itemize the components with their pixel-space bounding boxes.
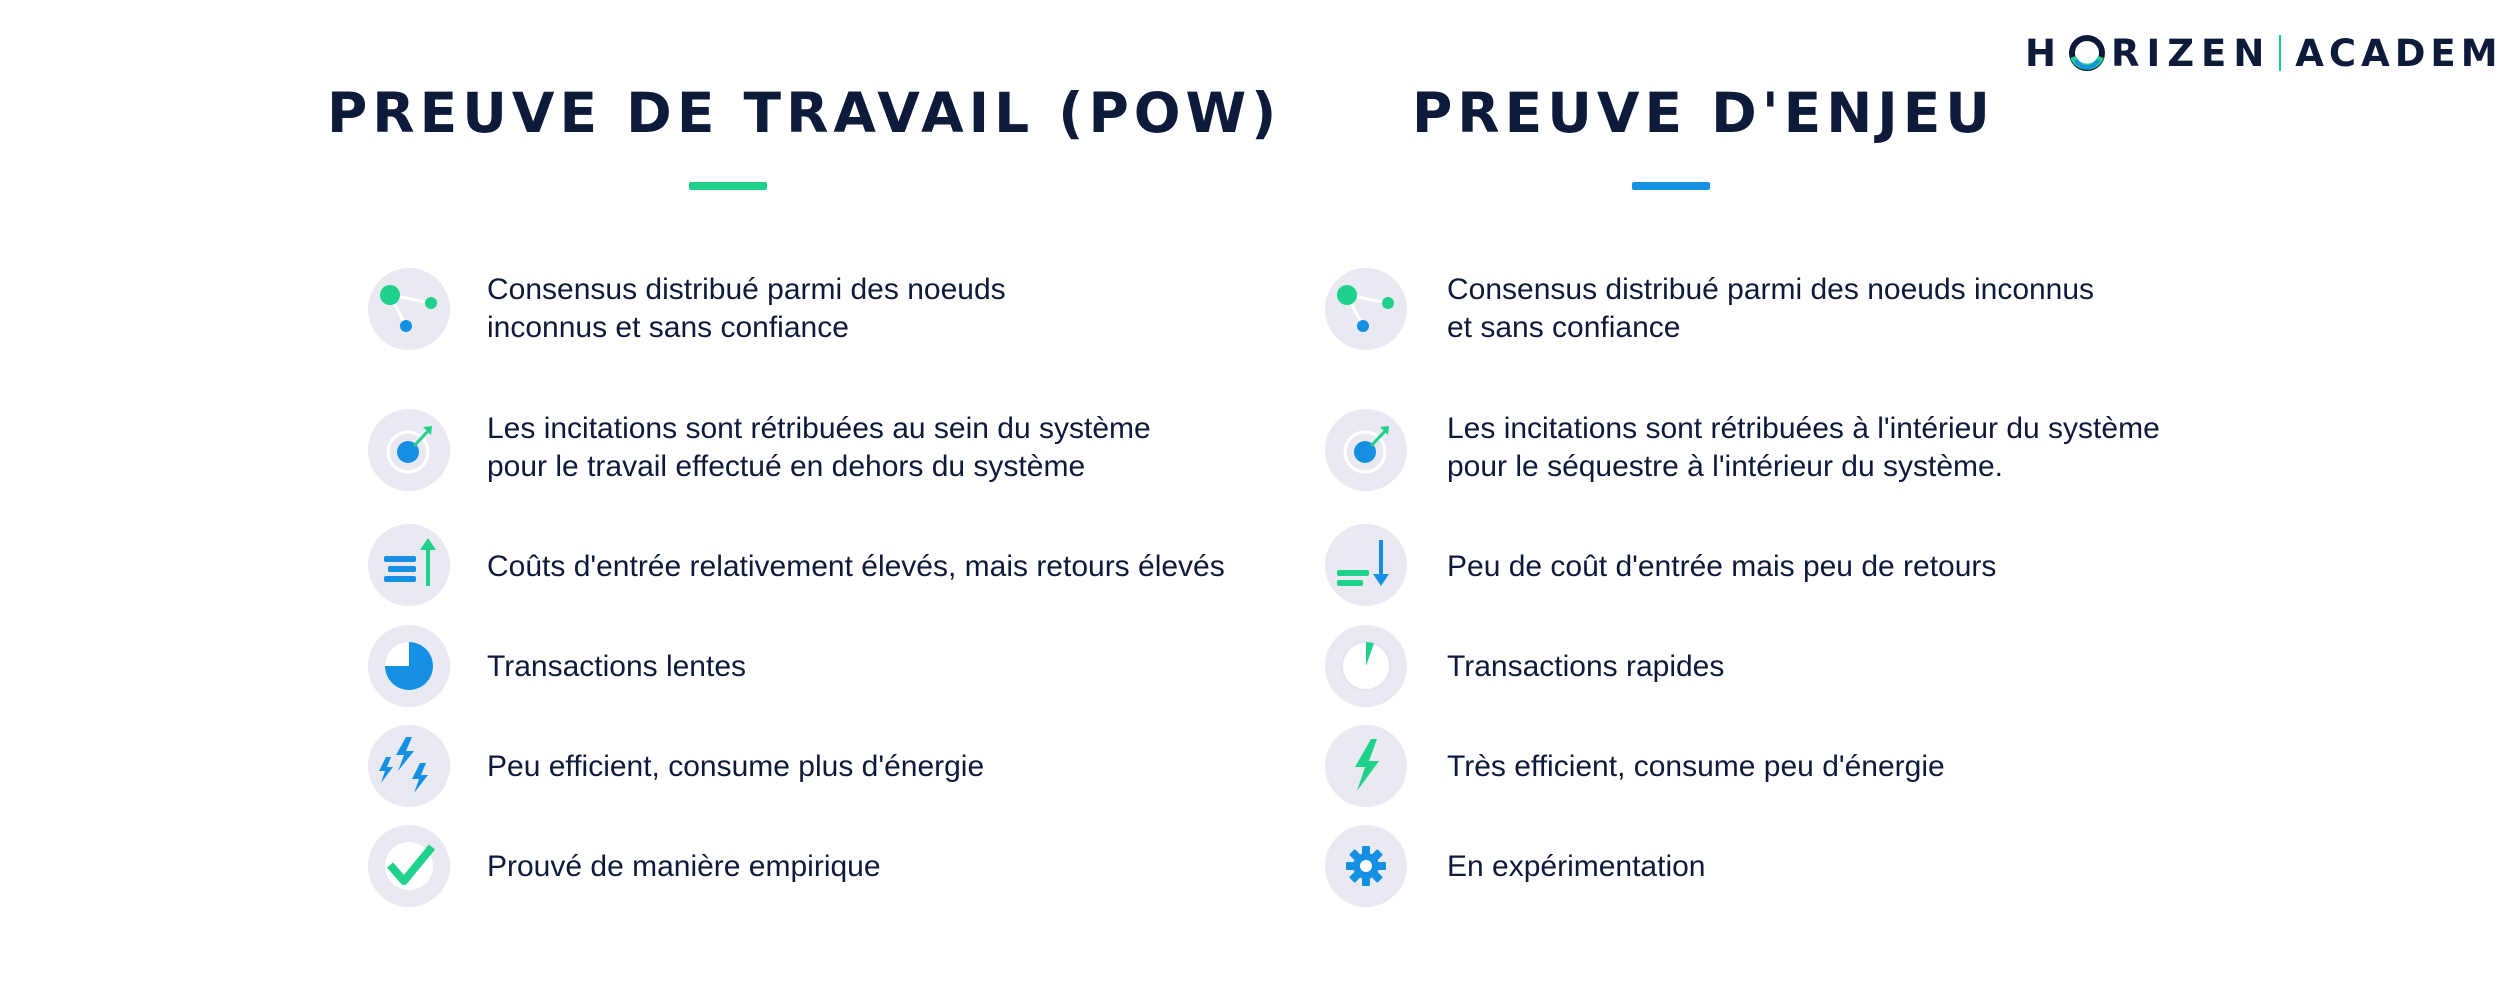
pow-item-1-text: Consensus distribué parmi des noeuds inco… xyxy=(487,273,1006,344)
pos-item-6-text: En expérimentation xyxy=(1447,850,1706,883)
pos-item-4-text: Transactions rapides xyxy=(1447,650,1725,683)
pow-item-5-text: Peu efficient, consume plus d'énergie xyxy=(487,750,985,783)
checkmark-icon xyxy=(368,825,450,907)
pow-item-3-text: Coûts d'entrée relativement élevés, mais… xyxy=(487,550,1225,583)
pos-item-1-text: Consensus distribué parmi des noeuds inc… xyxy=(1447,273,2095,344)
bars-arrow-down-icon xyxy=(1325,524,1407,606)
pos-title-underline xyxy=(1632,182,1710,190)
pow-item-6-text: Prouvé de manière empirique xyxy=(487,850,881,883)
pos-title: PREUVE D'ENJEU xyxy=(1412,81,1995,145)
target-arrow-icon xyxy=(368,409,450,491)
logo-word-academy: ACADEMY xyxy=(2295,31,2501,75)
logo-divider xyxy=(2279,35,2282,71)
pie-clock-small-icon xyxy=(1325,625,1407,707)
pow-item-2-text: Les incitations sont rétribuées au sein … xyxy=(487,412,1151,483)
pos-item-3-text: Peu de coût d'entrée mais peu de retours xyxy=(1447,550,1997,583)
logo-letter-h: H xyxy=(2025,31,2063,75)
pie-clock-large-icon xyxy=(368,625,450,707)
pow-item-4-text: Transactions lentes xyxy=(487,650,747,683)
gear-icon xyxy=(1325,825,1407,907)
single-lightning-icon xyxy=(1325,725,1407,807)
pow-title-underline xyxy=(689,182,767,190)
bars-arrow-up-icon xyxy=(368,524,450,606)
pos-item-2-text: Les incitations sont rétribuées à l'inté… xyxy=(1447,412,2160,483)
multiple-lightning-icon xyxy=(368,725,450,807)
pos-item-5-text: Très efficient, consume peu d'énergie xyxy=(1447,750,1945,783)
network-nodes-icon xyxy=(1325,268,1407,350)
horizen-o-icon xyxy=(2067,33,2107,73)
pow-title: PREUVE DE TRAVAIL (POW) xyxy=(327,81,1282,145)
logo-word-rizen: RIZEN xyxy=(2110,31,2272,75)
horizen-academy-logo: H RIZEN ACADEMY xyxy=(2025,28,2501,78)
target-arrow-icon xyxy=(1325,409,1407,491)
network-nodes-icon xyxy=(368,268,450,350)
